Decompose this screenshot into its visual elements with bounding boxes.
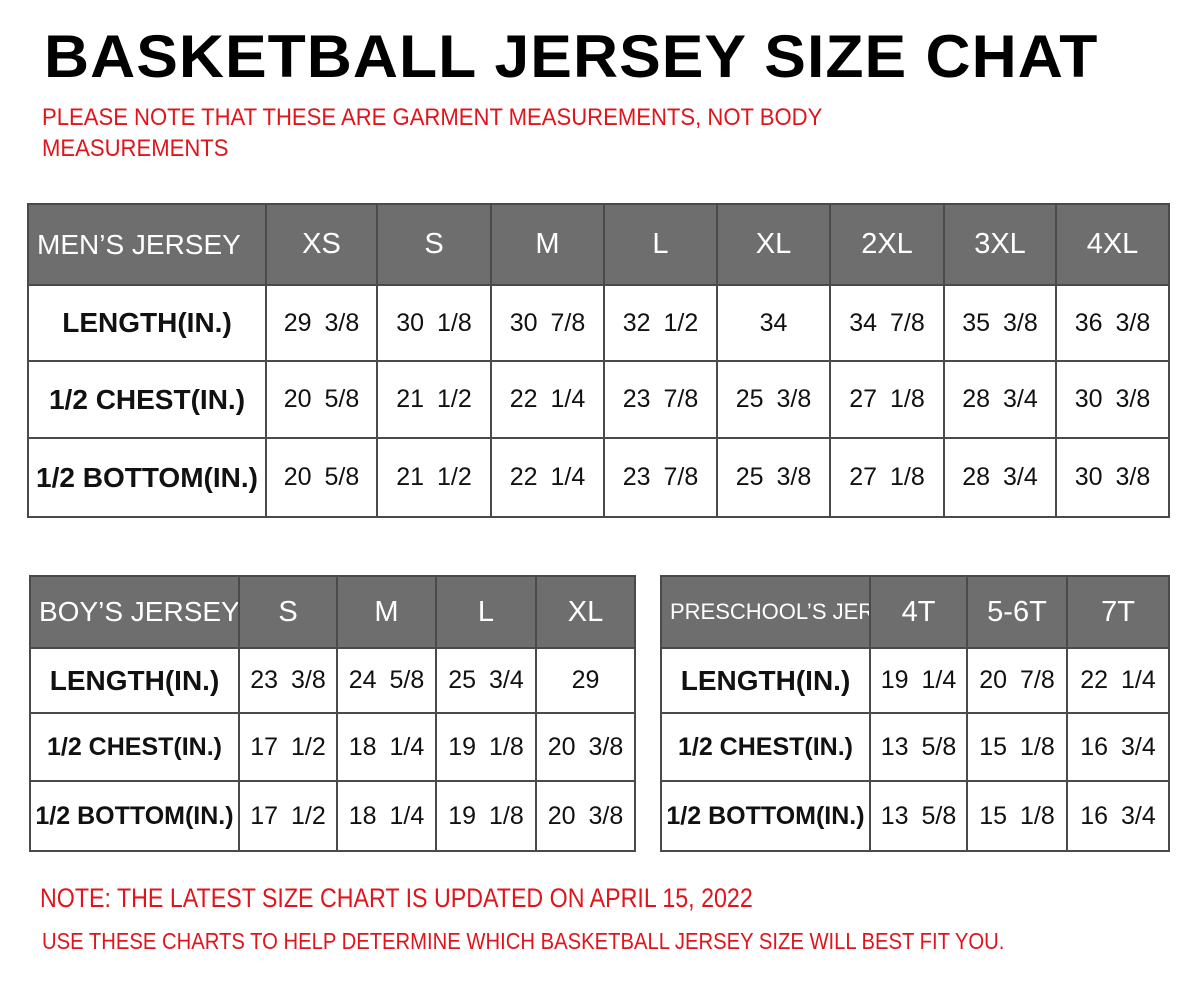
- size-header-cell: S: [376, 203, 492, 286]
- measurement-value-cell: 13 5/8: [869, 780, 968, 852]
- table-row: 1/2 CHEST(IN.) 13 5/8 15 1/8 16 3/4: [660, 712, 1170, 782]
- measurement-value-cell: 15 1/8: [966, 712, 1068, 782]
- measurement-value-cell: 18 1/4: [336, 712, 437, 782]
- measurement-value-cell: 30 3/8: [1055, 360, 1170, 439]
- size-header-cell: XS: [265, 203, 378, 286]
- measurement-value-cell: 25 3/8: [716, 437, 831, 518]
- measurement-value-cell: 25 3/8: [716, 360, 831, 439]
- size-header-cell: 7T: [1066, 575, 1170, 649]
- measurement-value-cell: 22 1/4: [490, 437, 605, 518]
- measurement-value-cell: 25 3/4: [435, 647, 537, 714]
- measurement-value-cell: 13 5/8: [869, 712, 968, 782]
- table-row: 1/2 BOTTOM(IN.) 13 5/8 15 1/8 16 3/4: [660, 780, 1170, 852]
- measurement-value-cell: 22 1/4: [490, 360, 605, 439]
- measurement-value-cell: 21 1/2: [376, 437, 492, 518]
- measurement-value-cell: 28 3/4: [943, 360, 1057, 439]
- table-row: LENGTH(IN.) 19 1/4 20 7/8 22 1/4: [660, 647, 1170, 714]
- measurement-label-cell: 1/2 BOTTOM(IN.): [27, 437, 267, 518]
- measurement-label-cell: 1/2 CHEST(IN.): [29, 712, 240, 782]
- preschool-size-table: PRESCHOOL’S JERSEY4T5-6T7TLENGTH(IN.)19 …: [660, 575, 1170, 852]
- measurement-value-cell: 23 3/8: [238, 647, 338, 714]
- measurement-value-cell: 34: [716, 284, 831, 362]
- measurement-value-cell: 17 1/2: [238, 712, 338, 782]
- measurement-label-cell: 1/2 CHEST(IN.): [660, 712, 871, 782]
- header-row: MEN’S JERSEY XS S M L XL 2XL 3XL 4XL: [27, 203, 1170, 286]
- measurement-value-cell: 16 3/4: [1066, 780, 1170, 852]
- measurement-value-cell: 23 7/8: [603, 437, 718, 518]
- measurement-value-cell: 18 1/4: [336, 780, 437, 852]
- usage-note: USE THESE CHARTS TO HELP DETERMINE WHICH…: [42, 928, 1005, 954]
- garment-notice-line-1: PLEASE NOTE THAT THESE ARE GARMENT MEASU…: [42, 104, 823, 131]
- table-row: LENGTH(IN.) 29 3/8 30 1/8 30 7/8 32 1/2 34 34 …: [27, 284, 1170, 362]
- measurement-label-cell: LENGTH(IN.): [660, 647, 871, 714]
- table-row: LENGTH(IN.) 23 3/8 24 5/8 25 3/4 29: [29, 647, 636, 714]
- measurement-value-cell: 32 1/2: [603, 284, 718, 362]
- page-title: BASKETBALL JERSEY SIZE CHAT: [44, 23, 1099, 90]
- size-header-cell: S: [238, 575, 338, 649]
- measurement-value-cell: 29 3/8: [265, 284, 378, 362]
- size-header-cell: XL: [535, 575, 636, 649]
- table-title-cell: BOY’S JERSEY: [29, 575, 240, 649]
- table-row: 1/2 CHEST(IN.) 17 1/2 18 1/4 19 1/8 20 3/8: [29, 712, 636, 782]
- mens-size-table: MEN’S JERSEY XS S M L XL 2XL 3XL 4XL LENGTH(IN.) 2…: [27, 203, 1170, 518]
- size-header-cell: M: [490, 203, 605, 286]
- measurement-value-cell: 29: [535, 647, 636, 714]
- size-header-cell: 4XL: [1055, 203, 1170, 286]
- measurement-value-cell: 20 5/8: [265, 360, 378, 439]
- measurement-value-cell: 23 7/8: [603, 360, 718, 439]
- header-row: BOY’S JERSEY S M L XL: [29, 575, 636, 649]
- measurement-value-cell: 30 1/8: [376, 284, 492, 362]
- measurement-value-cell: 16 3/4: [1066, 712, 1170, 782]
- measurement-label-cell: 1/2 BOTTOM(IN.): [29, 780, 240, 852]
- measurement-label-cell: LENGTH(IN.): [27, 284, 267, 362]
- measurement-value-cell: 27 1/8: [829, 360, 945, 439]
- table-row: 1/2 BOTTOM(IN.) 20 5/8 21 1/2 22 1/4 23 7/8 2…: [27, 437, 1170, 518]
- measurement-value-cell: 15 1/8: [966, 780, 1068, 852]
- measurement-value-cell: 20 3/8: [535, 712, 636, 782]
- measurement-value-cell: 20 7/8: [966, 647, 1068, 714]
- size-header-cell: L: [603, 203, 718, 286]
- size-header-cell: 5-6T: [966, 575, 1068, 649]
- measurement-value-cell: 20 3/8: [535, 780, 636, 852]
- measurement-value-cell: 22 1/4: [1066, 647, 1170, 714]
- boys-size-table: BOY’S JERSEY S M L XL LENGTH(IN.) 23 3/8 24 5/8…: [29, 575, 636, 852]
- measurement-value-cell: 30 3/8: [1055, 437, 1170, 518]
- table-title-cell: PRESCHOOL’S JERSEY: [660, 575, 871, 649]
- measurement-value-cell: 34 7/8: [829, 284, 945, 362]
- size-header-cell: XL: [716, 203, 831, 286]
- table-title-cell: MEN’S JERSEY: [27, 203, 267, 286]
- measurement-value-cell: 21 1/2: [376, 360, 492, 439]
- size-header-cell: 4T: [869, 575, 968, 649]
- measurement-value-cell: 19 1/8: [435, 780, 537, 852]
- measurement-value-cell: 36 3/8: [1055, 284, 1170, 362]
- size-header-cell: M: [336, 575, 437, 649]
- measurement-label-cell: 1/2 CHEST(IN.): [27, 360, 267, 439]
- measurement-label-cell: 1/2 BOTTOM(IN.): [660, 780, 871, 852]
- size-header-cell: 3XL: [943, 203, 1057, 286]
- table-row: 1/2 CHEST(IN.) 20 5/8 21 1/2 22 1/4 23 7/8 25…: [27, 360, 1170, 439]
- measurement-value-cell: 27 1/8: [829, 437, 945, 518]
- update-note: NOTE: THE LATEST SIZE CHART IS UPDATED O…: [40, 883, 753, 913]
- measurement-label-cell: LENGTH(IN.): [29, 647, 240, 714]
- table-row: 1/2 BOTTOM(IN.) 17 1/2 18 1/4 19 1/8 20 3/8: [29, 780, 636, 852]
- measurement-value-cell: 17 1/2: [238, 780, 338, 852]
- size-header-cell: L: [435, 575, 537, 649]
- measurement-value-cell: 19 1/8: [435, 712, 537, 782]
- measurement-value-cell: 35 3/8: [943, 284, 1057, 362]
- measurement-value-cell: 19 1/4: [869, 647, 968, 714]
- measurement-value-cell: 20 5/8: [265, 437, 378, 518]
- measurement-value-cell: 30 7/8: [490, 284, 605, 362]
- size-header-cell: 2XL: [829, 203, 945, 286]
- garment-notice-line-2: MEASUREMENTS: [42, 135, 229, 162]
- measurement-value-cell: 24 5/8: [336, 647, 437, 714]
- measurement-value-cell: 28 3/4: [943, 437, 1057, 518]
